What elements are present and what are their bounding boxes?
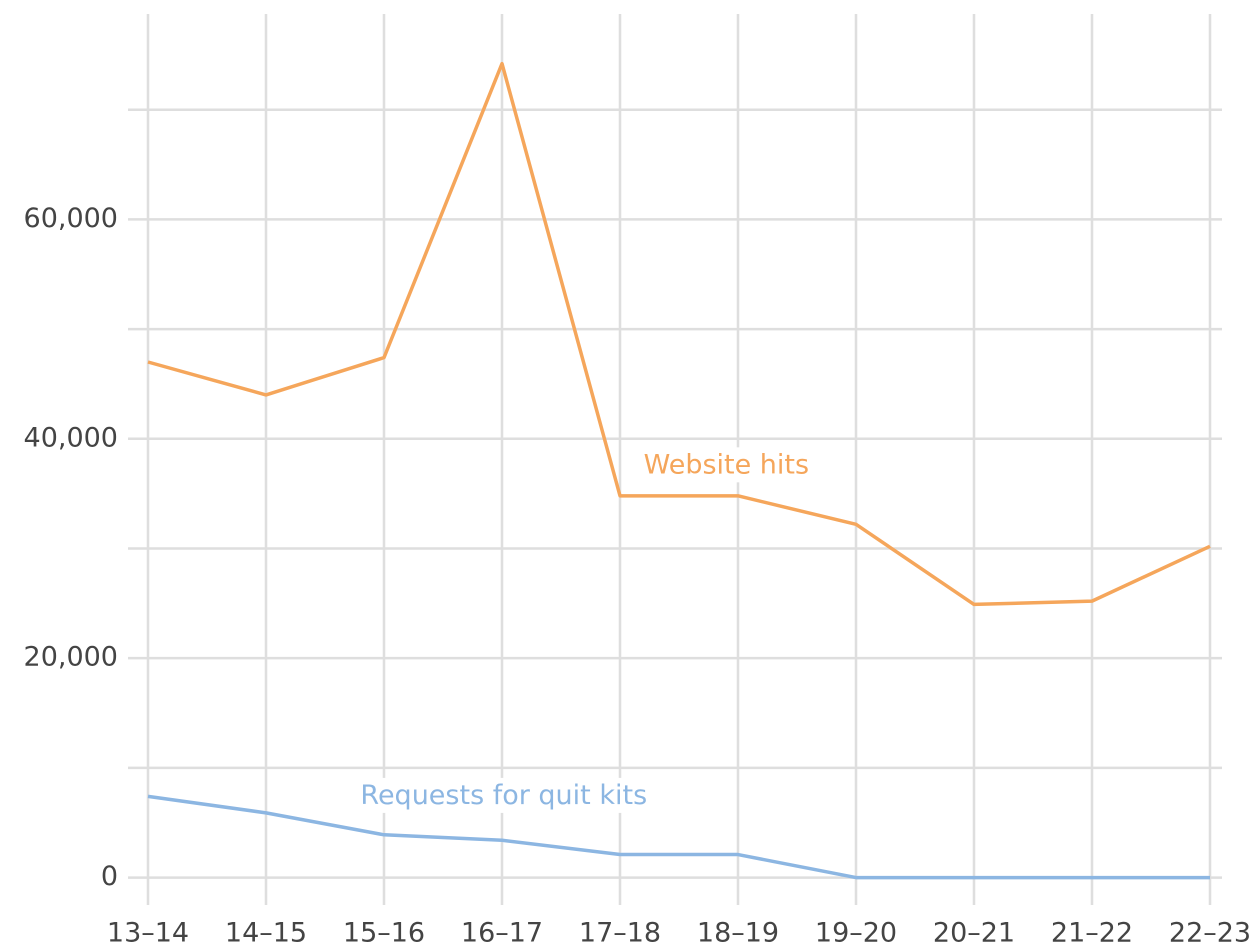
series-label-bg [639,447,814,483]
x-tick-label: 20–21 [933,918,1015,949]
y-tick-label: 20,000 [24,642,118,673]
y-tick-label: 40,000 [24,422,118,453]
x-tick-label: 19–20 [815,918,897,949]
series-label: Website hits [639,447,814,483]
x-tick-label: 16–17 [461,918,543,949]
series-label-text: Website hits [644,449,809,480]
x-tick-label: 22–23 [1169,918,1251,949]
series-line [147,61,1211,607]
series-label: Requests for quit kits [356,777,652,813]
x-tick-label: 17–18 [579,918,661,949]
series-line [147,794,1210,880]
x-tick-label: 18–19 [697,918,779,949]
x-tick-label: 21–22 [1051,918,1133,949]
x-tick-label: 15–16 [343,918,425,949]
x-tick-label: 13–14 [107,918,189,949]
x-tick-label: 14–15 [225,918,307,949]
y-tick-label: 0 [101,861,118,892]
y-tick-label: 60,000 [24,203,118,234]
series-label-bg [356,777,652,813]
series-label-text: Requests for quit kits [360,780,647,811]
